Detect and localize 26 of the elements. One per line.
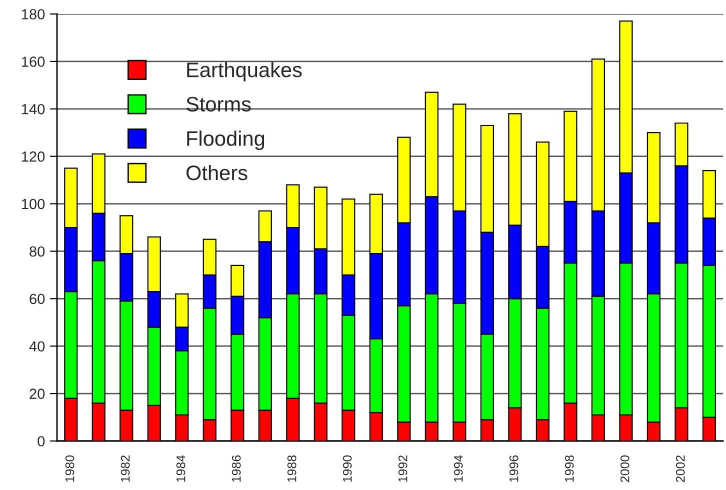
x-tick-label: 1986 [232, 455, 241, 482]
y-tick-label: 100 [22, 198, 45, 210]
legend-label: Flooding [187, 130, 264, 150]
y-tick-label: 140 [22, 104, 45, 114]
x-tick-label: 1982 [120, 456, 130, 482]
x-tick-label: 1996 [509, 455, 518, 482]
legend-label: Others [186, 164, 248, 180]
x-tick-label: 1980 [65, 455, 74, 482]
y-tick-label: 120 [22, 151, 45, 162]
x-tick-label: 1990 [342, 455, 352, 482]
x-tick-label: 1998 [564, 455, 574, 482]
x-tick-label: 2000 [620, 455, 630, 482]
y-tick-label: 40 [29, 341, 45, 352]
x-tick-label: 2002 [676, 456, 685, 482]
y-tick-label: 0 [38, 436, 45, 446]
x-tick-label: 1984 [176, 455, 186, 482]
x-tick-label: 1992 [398, 456, 408, 482]
y-tick-label: 160 [22, 56, 45, 67]
y-tick-label: 20 [30, 388, 45, 399]
x-tick-label: 1988 [287, 455, 296, 482]
x-tick-label: 1994 [454, 455, 463, 482]
y-tick-label: 80 [30, 246, 45, 257]
legend-label: Storms [186, 96, 251, 112]
legend-label: Earthquakes [187, 62, 302, 82]
y-tick-label: 180 [22, 9, 45, 20]
y-tick-label: 60 [30, 294, 45, 304]
